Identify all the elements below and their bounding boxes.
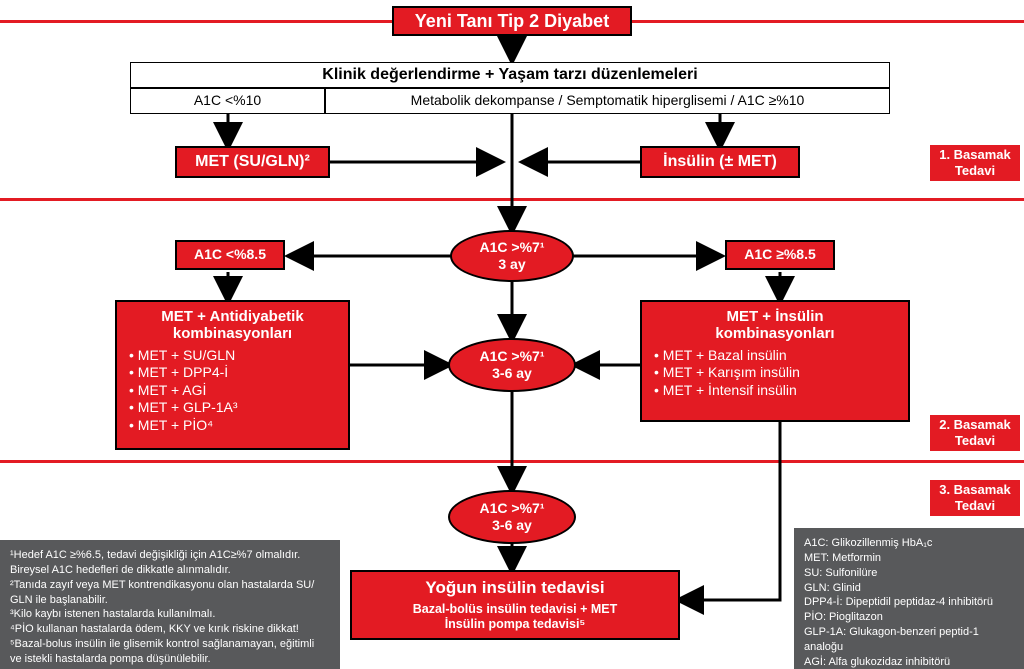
node-a1c-lt85: A1C <%8.5 [175, 240, 285, 270]
node-clinic: Klinik değerlendirme + Yaşam tarzı düzen… [130, 62, 890, 88]
combo1-item: • MET + PİO⁴ [129, 417, 213, 435]
divider-mid1 [0, 198, 1024, 201]
combo2-item: • MET + Bazal insülin [654, 347, 787, 365]
combo2-item: • MET + Karışım insülin [654, 364, 800, 382]
node-decomp: Metabolik dekompanse / Semptomatik hiper… [325, 88, 890, 114]
legend-right-line: A1C: Glikozillenmiş HbA₁c [804, 536, 932, 551]
combo2-title: MET + İnsülin kombinasyonları [652, 308, 898, 343]
node-combo1: MET + Antidiyabetik kombinasyonları • ME… [115, 300, 350, 450]
legend-right-line: DPP4-İ: Dipeptidil peptidaz-4 inhibitörü [804, 595, 993, 610]
combo1-title: MET + Antidiyabetik kombinasyonları [127, 308, 338, 343]
legend-left-line: ⁴PİO kullanan hastalarda ödem, KKY ve kı… [10, 622, 299, 637]
combo2-item: • MET + İntensif insülin [654, 382, 797, 400]
node-title: Yeni Tanı Tip 2 Diyabet [392, 6, 632, 36]
node-intensive: Yoğun insülin tedavisi Bazal-bolüs insül… [350, 570, 680, 640]
legend-left-line: GLN ile başlanabilir. [10, 593, 108, 608]
combo1-item: • MET + SU/GLN [129, 347, 235, 365]
legend-left-line: ³Kilo kaybı istenen hastalarda kullanılm… [10, 607, 215, 622]
divider-mid2 [0, 460, 1024, 463]
legend-left-line: ²Tanıda zayıf veya MET kontrendikasyonu … [10, 578, 314, 593]
legend-right-line: SU: Sulfonilüre [804, 566, 877, 581]
node-met: MET (SU/GLN)² [175, 146, 330, 178]
label-step3: 3. Basamak Tedavi [930, 480, 1020, 516]
legend-right-line: GLP-1A: Glukagon-benzeri peptid-1 analoğ… [804, 625, 1014, 655]
legend-left: ¹Hedef A1C ≥%6.5, tedavi değişikliği içi… [0, 540, 340, 669]
node-a1c-lt10: A1C <%10 [130, 88, 325, 114]
combo1-item: • MET + GLP-1A³ [129, 399, 238, 417]
flowchart-stage: Yeni Tanı Tip 2 Diyabet Klinik değerlend… [0, 0, 1024, 669]
node-a1c7b: A1C >%7¹ 3-6 ay [448, 338, 576, 392]
legend-left-line: ⁵Bazal-bolus insülin ile glisemik kontro… [10, 637, 314, 652]
node-a1c-ge85: A1C ≥%8.5 [725, 240, 835, 270]
combo1-item: • MET + DPP4-İ [129, 364, 228, 382]
legend-right-line: GLN: Glinid [804, 581, 861, 596]
label-step2: 2. Basamak Tedavi [930, 415, 1020, 451]
combo1-item: • MET + AGİ [129, 382, 206, 400]
node-a1c7: A1C >%7¹ 3 ay [450, 230, 574, 282]
legend-left-line: ve istekli hastalarda pompa düşünülebili… [10, 652, 211, 667]
intensive-title: Yoğun insülin tedavisi [425, 577, 604, 598]
legend-right-line: PİO: Pioglitazon [804, 610, 883, 625]
node-insulin: İnsülin (± MET) [640, 146, 800, 178]
legend-left-line: ¹Hedef A1C ≥%6.5, tedavi değişikliği içi… [10, 548, 300, 563]
legend-left-line: Bireysel A1C hedefleri de dikkatle alınm… [10, 563, 231, 578]
node-a1c7c: A1C >%7¹ 3-6 ay [448, 490, 576, 544]
intensive-sub: Bazal-bolüs insülin tedavisi + MET İnsül… [413, 602, 618, 633]
legend-right-line: AGİ: Alfa glukozidaz inhibitörü [804, 655, 950, 669]
legend-right: A1C: Glikozillenmiş HbA₁c MET: Metformin… [794, 528, 1024, 669]
legend-right-line: MET: Metformin [804, 551, 881, 566]
node-combo2: MET + İnsülin kombinasyonları • MET + Ba… [640, 300, 910, 422]
label-step1: 1. Basamak Tedavi [930, 145, 1020, 181]
